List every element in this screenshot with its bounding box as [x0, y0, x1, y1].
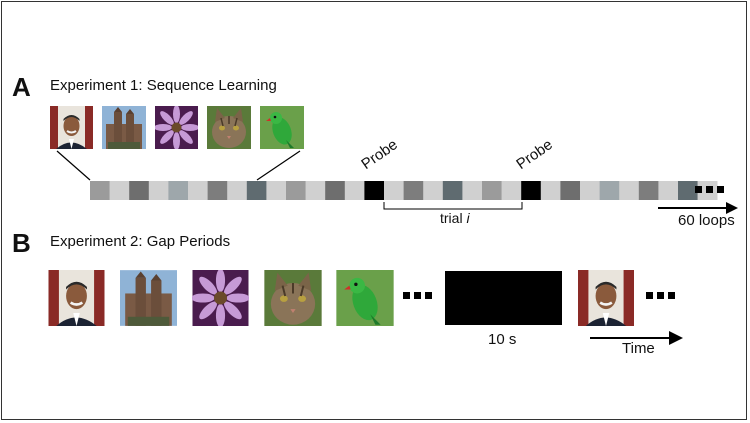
section-a-title: Experiment 1: Sequence Learning: [50, 77, 277, 94]
sequence-square: [482, 181, 502, 200]
sequence-ellipsis: [695, 186, 724, 193]
sequence-square: [384, 181, 404, 200]
sequence-square: [403, 181, 424, 200]
sequence-bar: [90, 181, 718, 200]
sequence-square: [129, 181, 150, 200]
sequence-square: [560, 181, 581, 200]
trial-label-text: trial: [440, 210, 463, 226]
sequence-square: [678, 181, 698, 200]
section-a-letter: A: [12, 72, 31, 102]
face-image: [50, 106, 93, 149]
time-label: Time: [622, 340, 655, 357]
sequence-square: [501, 181, 522, 200]
trial-label-var: i: [466, 210, 470, 226]
sequence-square: [109, 181, 130, 200]
parrot-image: [336, 270, 394, 326]
loops-arrow-head: [726, 202, 738, 214]
cathedral-image: [120, 270, 177, 326]
sequence-square: [658, 181, 679, 200]
loops-label: 60 loops: [678, 212, 735, 229]
sequence-square: [442, 181, 463, 200]
flower-image: [155, 106, 198, 149]
face-image: [577, 270, 635, 326]
sequence-square: [305, 181, 326, 200]
sequence-ellipsis-b2: [646, 292, 675, 299]
cat-image: [264, 270, 322, 326]
probe-square: [364, 181, 385, 200]
gap-label: 10 s: [488, 331, 517, 348]
zoom-line-left: [56, 150, 91, 181]
sequence-square: [286, 181, 306, 200]
sequence-square: [148, 181, 169, 200]
parrot-image: [260, 106, 304, 149]
sequence-square: [325, 181, 346, 200]
sequence-square: [266, 181, 287, 200]
zoom-line-right: [256, 150, 301, 181]
sequence-square: [540, 181, 561, 200]
sequence-square: [207, 181, 228, 200]
sequence-square: [188, 181, 208, 200]
section-b-letter: B: [12, 228, 31, 258]
sequence-square: [90, 181, 110, 200]
cathedral-image: [102, 106, 146, 149]
sequence-square: [619, 181, 640, 200]
sequence-square: [423, 181, 444, 200]
sequence-square: [168, 181, 189, 200]
cat-image: [207, 106, 251, 149]
trial-bracket: [383, 202, 523, 210]
section-b-title: Experiment 2: Gap Periods: [50, 233, 231, 250]
face-image: [48, 270, 105, 326]
sequence-square: [462, 181, 483, 200]
sequence-square: [638, 181, 659, 200]
sequence-square: [246, 181, 267, 200]
probe-square: [521, 181, 542, 200]
sequence-square: [227, 181, 248, 200]
time-arrow-head: [669, 331, 683, 345]
sequence-square: [599, 181, 620, 200]
sequence-square: [580, 181, 600, 200]
gap-period-block: [445, 271, 562, 325]
trial-label: trial i: [440, 210, 470, 226]
sequence-ellipsis-b1: [403, 292, 432, 299]
flower-image: [192, 270, 249, 326]
sequence-square: [344, 181, 365, 200]
